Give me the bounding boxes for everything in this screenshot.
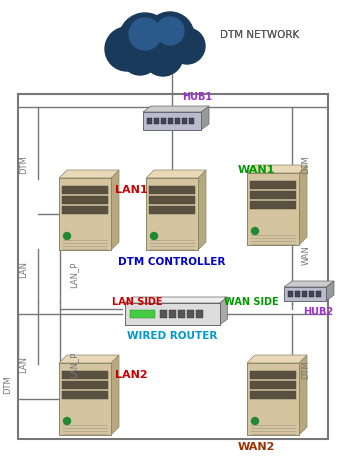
- Circle shape: [156, 18, 184, 46]
- Text: LAN: LAN: [20, 261, 29, 278]
- Text: DTM: DTM: [20, 155, 29, 174]
- FancyBboxPatch shape: [247, 174, 299, 246]
- Text: LAN_P: LAN_P: [69, 261, 79, 287]
- FancyBboxPatch shape: [18, 95, 328, 439]
- Text: WAN SIDE: WAN SIDE: [224, 297, 279, 306]
- Text: LAN SIDE: LAN SIDE: [112, 297, 162, 306]
- Text: WIRED ROUTER: WIRED ROUTER: [127, 330, 217, 340]
- Text: LAN_P: LAN_P: [69, 351, 79, 377]
- FancyBboxPatch shape: [125, 303, 219, 325]
- FancyBboxPatch shape: [168, 119, 173, 125]
- Circle shape: [146, 13, 194, 61]
- FancyBboxPatch shape: [62, 391, 108, 399]
- Polygon shape: [326, 281, 334, 302]
- Text: WAN2: WAN2: [238, 441, 275, 451]
- FancyBboxPatch shape: [62, 207, 108, 214]
- FancyBboxPatch shape: [247, 363, 299, 435]
- FancyBboxPatch shape: [62, 196, 108, 205]
- Polygon shape: [59, 355, 119, 363]
- Polygon shape: [299, 166, 307, 246]
- FancyBboxPatch shape: [250, 381, 296, 389]
- Text: DTM CONTROLLER: DTM CONTROLLER: [118, 257, 226, 266]
- FancyBboxPatch shape: [149, 196, 195, 205]
- FancyBboxPatch shape: [143, 113, 201, 131]
- FancyBboxPatch shape: [177, 310, 185, 318]
- Polygon shape: [284, 281, 334, 287]
- Circle shape: [129, 19, 161, 51]
- FancyBboxPatch shape: [196, 310, 203, 318]
- Text: DTM NETWORK: DTM NETWORK: [220, 30, 299, 40]
- FancyBboxPatch shape: [62, 187, 108, 195]
- Circle shape: [150, 233, 158, 240]
- FancyBboxPatch shape: [159, 310, 167, 318]
- FancyBboxPatch shape: [62, 371, 108, 379]
- Text: DTM NETWORK: DTM NETWORK: [220, 30, 299, 40]
- Circle shape: [143, 37, 183, 77]
- Circle shape: [252, 418, 258, 425]
- Polygon shape: [111, 171, 119, 251]
- FancyBboxPatch shape: [250, 391, 296, 399]
- Text: WAN: WAN: [302, 245, 310, 264]
- FancyBboxPatch shape: [182, 119, 187, 125]
- FancyBboxPatch shape: [175, 119, 180, 125]
- FancyBboxPatch shape: [149, 207, 195, 214]
- FancyBboxPatch shape: [129, 310, 155, 318]
- FancyBboxPatch shape: [302, 291, 307, 297]
- FancyBboxPatch shape: [250, 191, 296, 200]
- Circle shape: [169, 29, 205, 65]
- FancyBboxPatch shape: [309, 291, 314, 297]
- FancyBboxPatch shape: [149, 187, 195, 195]
- Circle shape: [121, 38, 159, 76]
- Text: DTM: DTM: [302, 155, 310, 174]
- FancyBboxPatch shape: [288, 291, 293, 297]
- Text: LAN2: LAN2: [115, 369, 148, 379]
- Polygon shape: [125, 297, 227, 303]
- FancyBboxPatch shape: [154, 119, 159, 125]
- Text: DTM: DTM: [302, 360, 310, 379]
- FancyBboxPatch shape: [316, 291, 321, 297]
- Text: LAN1: LAN1: [115, 185, 148, 195]
- Polygon shape: [146, 171, 206, 179]
- Polygon shape: [219, 297, 227, 325]
- Text: HUB1: HUB1: [182, 92, 212, 102]
- Polygon shape: [247, 355, 307, 363]
- FancyBboxPatch shape: [284, 287, 326, 302]
- FancyBboxPatch shape: [59, 179, 111, 251]
- FancyBboxPatch shape: [250, 182, 296, 190]
- FancyBboxPatch shape: [189, 119, 194, 125]
- Polygon shape: [247, 166, 307, 174]
- FancyBboxPatch shape: [168, 310, 176, 318]
- Text: HUB2: HUB2: [303, 306, 333, 316]
- Circle shape: [63, 233, 70, 240]
- FancyBboxPatch shape: [62, 381, 108, 389]
- Polygon shape: [299, 355, 307, 435]
- Text: DTM: DTM: [3, 375, 12, 393]
- Polygon shape: [59, 171, 119, 179]
- FancyBboxPatch shape: [295, 291, 300, 297]
- Polygon shape: [111, 355, 119, 435]
- Circle shape: [252, 228, 258, 235]
- FancyBboxPatch shape: [250, 371, 296, 379]
- Text: WAN1: WAN1: [238, 165, 275, 174]
- Circle shape: [63, 418, 70, 425]
- Polygon shape: [198, 171, 206, 251]
- Polygon shape: [201, 107, 209, 131]
- Circle shape: [105, 28, 149, 72]
- Polygon shape: [143, 107, 209, 113]
- FancyBboxPatch shape: [59, 363, 111, 435]
- FancyBboxPatch shape: [146, 179, 198, 251]
- FancyBboxPatch shape: [147, 119, 152, 125]
- FancyBboxPatch shape: [250, 202, 296, 210]
- FancyBboxPatch shape: [187, 310, 194, 318]
- Circle shape: [119, 14, 171, 66]
- Text: LAN: LAN: [20, 356, 29, 373]
- FancyBboxPatch shape: [161, 119, 166, 125]
